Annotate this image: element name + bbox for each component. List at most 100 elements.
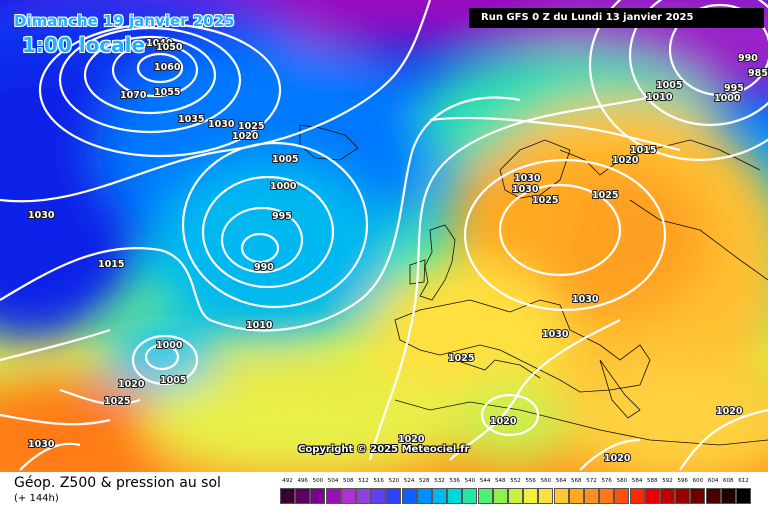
isobar-label: 1020: [232, 131, 259, 142]
run-info: Run GFS 0 Z du Lundi 13 janvier 2025: [469, 8, 764, 28]
scale-swatch: [736, 488, 751, 504]
scale-swatch: [523, 488, 539, 504]
scale-swatch: [568, 488, 584, 504]
scale-swatch: [356, 488, 371, 504]
scale-swatch: [295, 488, 311, 504]
isobar-label: 1000: [714, 93, 741, 104]
scale-swatch: [462, 488, 478, 504]
scale-label: 568: [571, 478, 582, 484]
scale-swatch: [538, 488, 554, 504]
isobar-label: 1015: [630, 145, 656, 156]
isobar-label: 1000: [270, 181, 297, 192]
scale-label: 540: [464, 478, 476, 484]
scale-label: 612: [738, 478, 749, 484]
isobar-label: 1020: [118, 379, 145, 390]
isobar-label: 995: [724, 83, 744, 94]
scale-label: 496: [297, 478, 308, 484]
isobar-label: 1005: [160, 375, 186, 386]
scale-swatch: [477, 488, 493, 504]
scale-swatch: [675, 488, 691, 504]
scale-swatch: [280, 488, 295, 504]
isobar-label: 1020: [490, 416, 517, 427]
scale-label: 544: [479, 478, 491, 484]
scale-label: 524: [403, 478, 415, 484]
isobar-label: 1010: [646, 92, 673, 103]
scale-label: 596: [677, 478, 688, 484]
scale-swatch: [310, 488, 326, 504]
scale-label: 560: [540, 478, 552, 484]
color-scale-legend: 492 496 500 504 508 512 516 520 524 528 532 536 540 5…: [280, 477, 751, 507]
isobar-label: 995: [272, 211, 292, 222]
scale-swatch: [416, 488, 432, 504]
scale-label: 500: [312, 478, 324, 484]
copyright: Copyright © 2025 Meteociel.fr: [298, 444, 470, 455]
isobar-label: 1010: [246, 320, 273, 331]
scale-label: 584: [631, 478, 643, 484]
isobar-label: 1025: [238, 121, 264, 132]
scale-swatch: [325, 488, 341, 504]
isobar-label: 1025: [532, 195, 558, 206]
scale-label: 576: [601, 478, 612, 484]
scale-swatch: [553, 488, 569, 504]
scale-label: 580: [616, 478, 628, 484]
isobar-label: 1030: [572, 294, 599, 305]
isobar-label: 1055: [154, 87, 180, 98]
scale-swatch: [705, 488, 721, 504]
scale-label: 528: [419, 478, 430, 484]
scale-label: 592: [662, 478, 673, 484]
isobar-label: 1030: [208, 119, 235, 130]
scale-swatch: [340, 488, 356, 504]
scale-swatch: [371, 488, 387, 504]
isobar-label: 1015: [98, 259, 124, 270]
isobar-label: 1030: [28, 439, 55, 450]
isobar-label: 1030: [542, 329, 569, 340]
scale-label: 492: [282, 478, 293, 484]
forecast-time: 1:00 locale: [22, 33, 146, 57]
scale-label: 504: [327, 478, 339, 484]
scale-label: 548: [495, 478, 506, 484]
isobars: [0, 0, 768, 470]
scale-swatch: [584, 488, 599, 504]
forecast-map: 1040 1050 1060 1055 1070 1035 1030 1025 …: [0, 0, 768, 472]
scale-label: 572: [586, 478, 597, 484]
scale-swatch: [720, 488, 736, 504]
isobar-label: 1020: [612, 155, 639, 166]
isobar-label: 1040: [146, 38, 173, 49]
scale-label: 556: [525, 478, 536, 484]
scale-label: 604: [707, 478, 719, 484]
scale-label: 608: [723, 478, 734, 484]
isobar-label: 1025: [448, 353, 474, 364]
scale-label: 552: [510, 478, 521, 484]
isobar-label: 1020: [716, 406, 743, 417]
isobar-label: 985: [748, 68, 768, 79]
isobar-label: 1005: [272, 154, 298, 165]
isobar-labels: 1040 1050 1060 1055 1070 1035 1030 1025 …: [27, 37, 768, 465]
isobar-label: 1000: [156, 340, 183, 351]
footer: Géop. Z500 & pression au sol (+ 144h) 49…: [0, 472, 768, 512]
scale-label: 564: [555, 478, 567, 484]
scale-label: 508: [343, 478, 354, 484]
scale-swatch: [599, 488, 615, 504]
isobar-label: 1070: [120, 90, 147, 101]
isobar-label: 1025: [592, 190, 618, 201]
scale-swatch: [614, 488, 630, 504]
isobar-label: 1020: [604, 453, 631, 464]
map-canvas: 1040 1050 1060 1055 1070 1035 1030 1025 …: [0, 0, 768, 472]
scale-swatch: [492, 488, 508, 504]
isobar-label: 1060: [154, 62, 181, 73]
isobar-label: 1005: [656, 80, 682, 91]
scale-label: 516: [373, 478, 384, 484]
isobar-label: 990: [738, 53, 758, 64]
scale-swatch: [690, 488, 706, 504]
scale-swatch: [660, 488, 675, 504]
scale-swatch: [432, 488, 447, 504]
scale-label: 532: [434, 478, 445, 484]
isobar-label: 1050: [156, 42, 183, 53]
forecast-lead-time: (+ 144h): [14, 493, 59, 504]
isobar-label: 1030: [28, 210, 55, 221]
scale-swatch: [644, 488, 660, 504]
scale-swatch: [447, 488, 463, 504]
forecast-date: Dimanche 19 janvier 2025: [14, 12, 235, 30]
isobar-label: 1020: [398, 434, 425, 445]
isobar-label: 1025: [104, 396, 130, 407]
